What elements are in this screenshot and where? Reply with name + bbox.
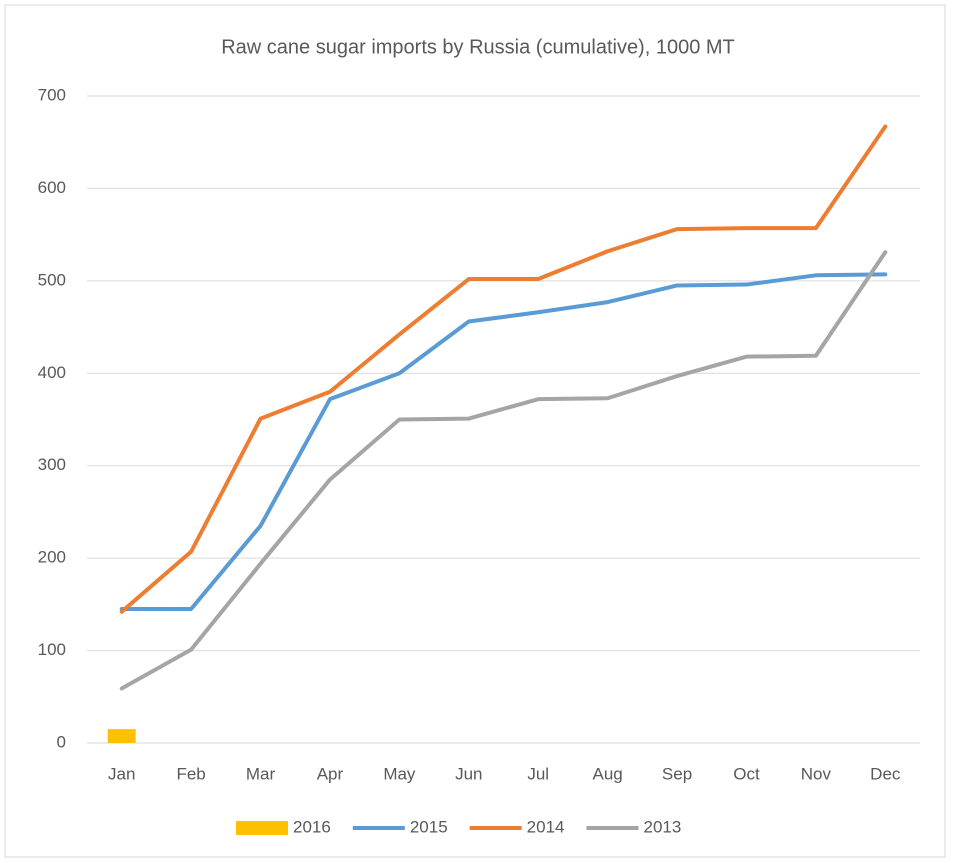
x-tick-label: Jun — [455, 764, 482, 783]
y-tick-label: 400 — [38, 363, 66, 382]
x-tick-label: Mar — [246, 764, 276, 783]
line — [119, 272, 888, 611]
x-tick-label: Aug — [593, 764, 623, 783]
legend-label: 2016 — [293, 817, 331, 836]
y-tick-label: 0 — [57, 732, 66, 751]
line — [119, 124, 888, 614]
x-tick-label: May — [383, 764, 416, 783]
legend-label: 2013 — [643, 817, 681, 836]
x-tick-label: Sep — [662, 764, 692, 783]
y-tick-label: 500 — [38, 270, 66, 289]
chart-title: Raw cane sugar imports by Russia (cumula… — [221, 36, 735, 58]
y-tick-label: 700 — [38, 85, 66, 104]
y-tick-label: 300 — [38, 455, 66, 474]
line — [119, 250, 888, 691]
x-tick-label: Oct — [733, 764, 760, 783]
x-tick-label: Feb — [176, 764, 205, 783]
chart-border — [4, 4, 946, 858]
x-tick-label: Nov — [801, 764, 832, 783]
legend-swatch — [236, 821, 288, 835]
y-tick-label: 200 — [38, 548, 66, 567]
x-tick-label: Apr — [317, 764, 344, 783]
x-tick-label: Jul — [527, 764, 549, 783]
x-tick-label: Dec — [870, 764, 901, 783]
y-tick-label: 600 — [38, 178, 66, 197]
legend-label: 2014 — [527, 817, 565, 836]
y-tick-label: 100 — [38, 640, 66, 659]
x-tick-label: Jan — [108, 764, 135, 783]
legend-label: 2015 — [410, 817, 448, 836]
bar — [107, 729, 136, 743]
